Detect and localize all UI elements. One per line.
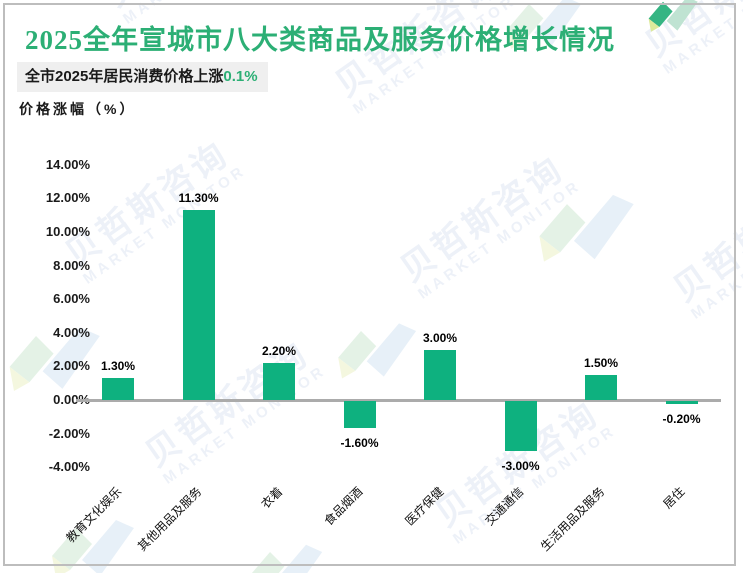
value-label: -0.20%: [662, 412, 701, 427]
category-label: 衣着: [258, 484, 286, 512]
value-label: 3.00%: [422, 330, 458, 345]
category-label: 食品烟酒: [321, 484, 366, 529]
bar-教育文化娱乐: [102, 378, 134, 400]
subtitle-percentage: 0.1%: [223, 68, 258, 85]
chart-title: 2025全年宣城市八大类商品及服务价格增长情况: [25, 25, 615, 55]
checkmark-logo-icon: [3, 312, 113, 403]
y-axis-tick-label: -4.00%: [48, 459, 90, 475]
category-label: 交通通信: [482, 484, 527, 529]
category-label: 医疗保健: [402, 484, 447, 529]
y-axis-tick-label: 4.00%: [53, 324, 90, 340]
bar-食品烟酒: [343, 401, 376, 428]
bar-衣着: [263, 363, 295, 400]
subtitle-text: 全市2025年居民消费价格上涨: [25, 68, 224, 85]
y-axis-tick-label: 14.00%: [45, 156, 90, 172]
bar-生活用品及服务: [585, 374, 617, 400]
y-axis-title: 价格涨幅（%）: [19, 101, 137, 117]
bar-其他用品及服务: [182, 210, 215, 400]
checkmark-logo-icon: [333, 310, 428, 389]
subtitle-highlight: 全市2025年居民消费价格上涨0.1%: [17, 62, 268, 92]
category-label: 其他用品及服务: [135, 484, 205, 554]
bar-交通通信: [504, 401, 537, 452]
y-axis-tick-label: -2.00%: [48, 425, 90, 441]
value-label: 1.30%: [100, 359, 136, 374]
y-axis-tick-label: 6.00%: [53, 291, 90, 307]
category-label: 居住: [660, 484, 688, 512]
category-label: 生活用品及服务: [538, 484, 608, 554]
checkmark-logo-icon: [533, 179, 648, 274]
value-label: -3.00%: [501, 459, 540, 474]
value-label: 11.30%: [178, 191, 219, 206]
value-label: 1.50%: [583, 355, 619, 370]
y-axis-tick-label: 0.00%: [53, 392, 90, 407]
y-axis-tick-label: 12.00%: [45, 190, 90, 206]
bar-医疗保健: [424, 349, 456, 400]
checkmark-logo-icon: [502, 0, 592, 59]
value-label: 2.20%: [261, 344, 297, 359]
x-axis-line: [76, 399, 721, 402]
value-label: -1.60%: [340, 435, 379, 450]
bar-居住: [665, 401, 698, 405]
y-axis-tick-label: 2.00%: [53, 358, 90, 374]
checkmark-logo-icon: [645, 0, 705, 38]
y-axis-tick-label: 10.00%: [45, 224, 90, 239]
category-label: 教育文化娱乐: [63, 484, 125, 546]
y-axis-tick-label: 8.00%: [53, 257, 90, 273]
